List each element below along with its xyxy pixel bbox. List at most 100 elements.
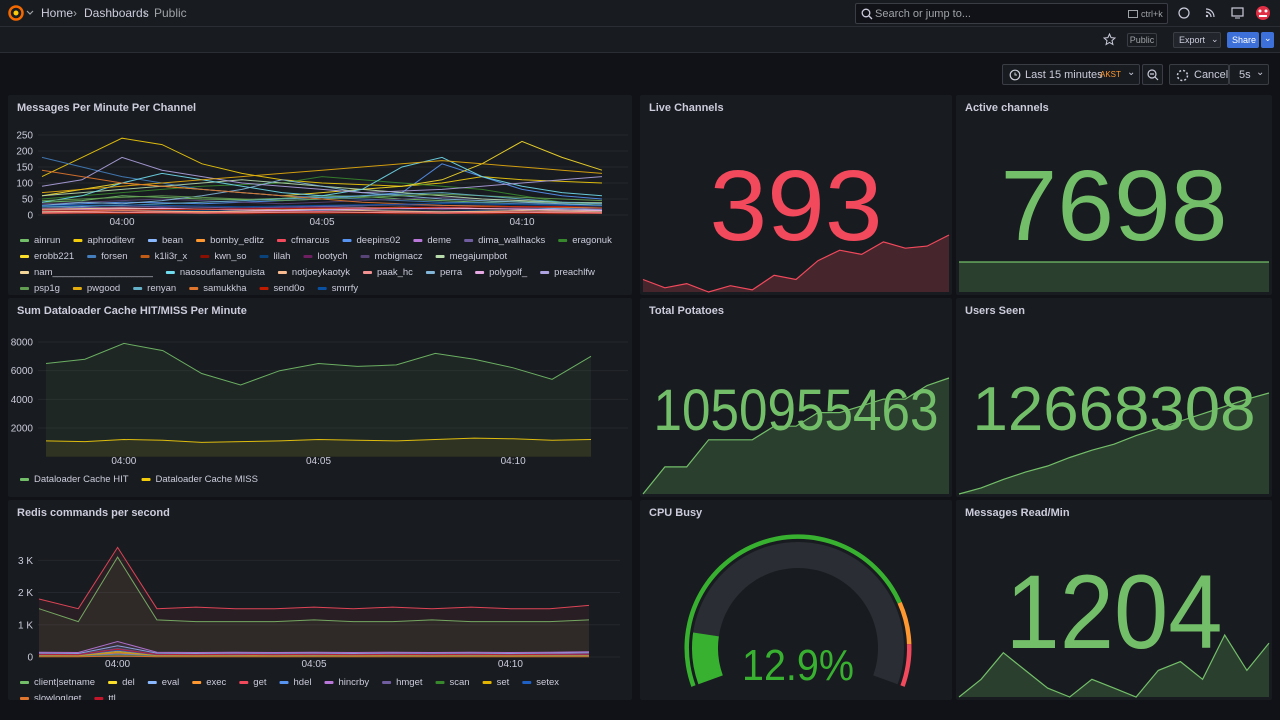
legend-item[interactable]: get — [239, 677, 267, 688]
legend-item[interactable]: preachlfw — [540, 267, 595, 278]
legend-swatch — [522, 681, 532, 684]
legend-item[interactable]: lilah — [259, 251, 291, 262]
legend-label: del — [122, 677, 135, 688]
legend-item[interactable]: renyan — [133, 283, 176, 294]
legend-item[interactable]: client|setname — [20, 677, 95, 688]
legend-label: bomby_editz — [210, 235, 264, 246]
legend-item[interactable]: eval — [147, 677, 179, 688]
keyboard-icon — [1128, 10, 1138, 18]
sparkline — [642, 377, 950, 495]
legend-label: bean — [162, 235, 183, 246]
legend-item[interactable]: bomby_editz — [196, 235, 264, 246]
nav-icons[interactable] — [1177, 6, 1277, 22]
legend-item[interactable]: slowlog|get — [20, 693, 82, 700]
legend-item[interactable]: eragonuk — [558, 235, 612, 246]
legend-swatch — [20, 287, 29, 290]
legend-label: notjoeykaotyk — [292, 267, 350, 278]
legend-item[interactable]: hmget — [382, 677, 423, 688]
legend-item[interactable]: hdel — [279, 677, 312, 688]
legend-item[interactable]: setex — [522, 677, 559, 688]
legend-item[interactable]: paak_hc — [363, 267, 413, 278]
y-tick-label: 150 — [16, 163, 33, 174]
legend-label: kwn_so — [214, 251, 246, 262]
legend-item[interactable]: lootych — [303, 251, 348, 262]
legend-item[interactable]: naosouflamenguista — [165, 267, 266, 278]
legend-item[interactable]: hincrby — [324, 677, 369, 688]
legend-label: k1li3r_x — [155, 251, 188, 262]
legend-item[interactable]: send0o — [259, 283, 305, 294]
share-button[interactable]: Share — [1227, 32, 1259, 48]
breadcrumb[interactable]: Home — [41, 6, 74, 20]
share-dropdown[interactable]: ⌄ — [1261, 32, 1274, 48]
series-line — [38, 645, 590, 655]
logo[interactable] — [8, 5, 36, 21]
legend-item[interactable]: forsen — [87, 251, 128, 262]
legend-item[interactable]: bean — [147, 235, 183, 246]
legend-item[interactable]: polygolf_ — [475, 267, 528, 278]
legend-label: lilah — [274, 251, 291, 262]
legend-item[interactable]: samukkha — [189, 283, 247, 294]
legend-label: exec — [206, 677, 226, 688]
legend-item[interactable]: deepins02 — [342, 235, 401, 246]
legend-item[interactable]: smrrfy — [317, 283, 359, 294]
panel-title: Users Seen — [965, 305, 1025, 317]
legend-item[interactable]: cfmarcus — [276, 235, 330, 246]
legend-label: samukkha — [203, 283, 247, 294]
sparkline — [642, 234, 950, 293]
legend-item[interactable]: nam___________________ — [20, 267, 154, 278]
legend-item[interactable]: aphroditevr — [73, 235, 135, 246]
legend-swatch — [540, 271, 550, 274]
star-icon[interactable] — [1103, 33, 1116, 46]
legend-item[interactable]: dima_wallhacks — [464, 235, 545, 246]
breadcrumb[interactable]: Dashboards — [84, 6, 149, 20]
gauge-threshold — [897, 601, 912, 645]
search-box[interactable]: Search or jump to... ctrl+k — [855, 3, 1168, 24]
chevron: ⌄ — [1256, 67, 1265, 78]
zoom-out-button[interactable] — [1142, 64, 1163, 85]
legend-label: renyan — [147, 283, 176, 294]
sparkline-area — [959, 635, 1269, 697]
series-area — [46, 343, 591, 457]
legend-swatch — [189, 287, 199, 290]
legend-item[interactable]: k1li3r_x — [140, 251, 188, 262]
legend-item[interactable]: del — [108, 677, 135, 688]
series-line — [38, 556, 590, 623]
legend-swatch — [382, 681, 392, 684]
legend-label: mcbigmacz — [375, 251, 423, 262]
legend-item[interactable]: pwgood — [72, 283, 120, 294]
legend-item[interactable]: notjoeykaotyk — [277, 267, 350, 278]
legend-item[interactable]: megajumpbot — [435, 251, 508, 262]
cancel-button[interactable]: Cancel — [1169, 64, 1229, 85]
share-label: Share — [1232, 35, 1257, 45]
stat-value: 7698 — [1001, 150, 1228, 262]
series-line — [39, 655, 589, 658]
legend-label: eragonuk — [572, 235, 612, 246]
legend-swatch — [279, 681, 289, 684]
legend-item[interactable]: Dataloader Cache HIT — [20, 474, 129, 485]
legend-item[interactable]: Dataloader Cache MISS — [141, 474, 258, 485]
legend-item[interactable]: set — [482, 677, 510, 688]
series-line — [41, 137, 603, 187]
time-picker[interactable]: Last 15 minutes AKST ⌄ — [1002, 64, 1140, 85]
legend-item[interactable]: exec — [192, 677, 227, 688]
y-tick-label: 100 — [16, 179, 33, 190]
refresh-picker[interactable]: 5s ⌄ — [1229, 64, 1269, 85]
legend-item[interactable]: mcbigmacz — [360, 251, 423, 262]
export-button[interactable]: Export ⌄ — [1173, 32, 1221, 48]
legend-item[interactable]: scan — [435, 677, 470, 688]
legend-label: megajumpbot — [450, 251, 508, 262]
legend-label: hmget — [396, 677, 423, 688]
legend-item[interactable]: deme — [413, 235, 451, 246]
legend-item[interactable]: perra — [425, 267, 463, 278]
series-line — [41, 160, 603, 194]
legend-item[interactable]: kwn_so — [200, 251, 247, 262]
legend-label: set — [497, 677, 510, 688]
legend-item[interactable]: ttl — [94, 693, 116, 700]
legend-item[interactable]: psp1g — [20, 283, 60, 294]
panel: Messages Per Minute Per Channel 0 50 100 150… — [8, 95, 632, 295]
sparkline-area — [643, 378, 949, 494]
legend-item[interactable]: erobb221 — [20, 251, 74, 262]
legend-item[interactable]: ainrun — [20, 235, 60, 246]
sparkline — [958, 633, 1270, 698]
